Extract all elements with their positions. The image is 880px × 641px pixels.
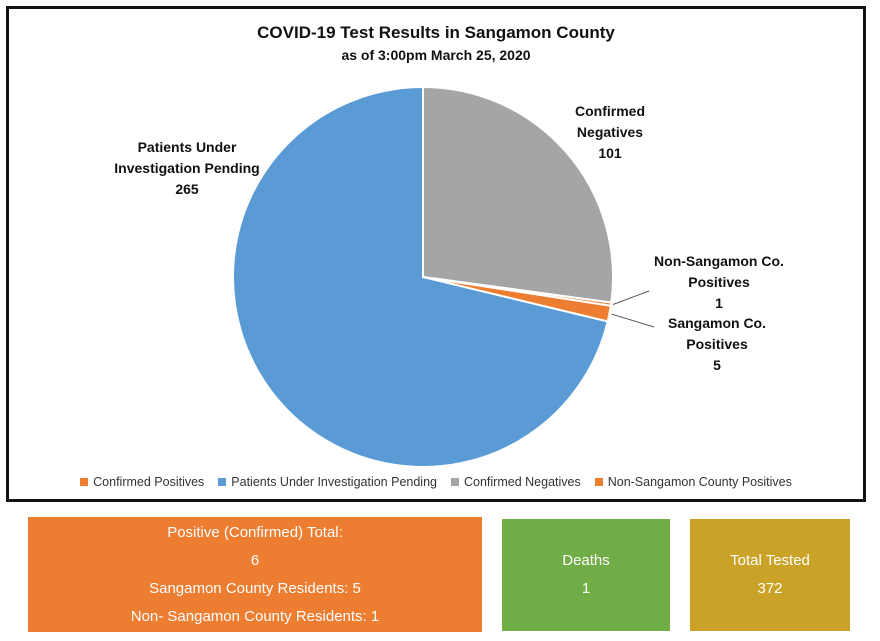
label-pending-value: 265 <box>175 181 199 197</box>
chart-subtitle: as of 3:00pm March 25, 2020 <box>341 47 531 63</box>
label-pending: Patients Under Investigation Pending 265 <box>87 137 287 200</box>
deaths-value: 1 <box>581 580 591 597</box>
leader-line-non-sangamon <box>612 290 650 305</box>
legend-swatch <box>594 478 603 486</box>
legend-item-negatives: Confirmed Negatives <box>451 475 581 489</box>
legend-label: Non-Sangamon County Positives <box>607 475 792 489</box>
legend-swatch <box>80 478 89 486</box>
legend-item-pending: Patients Under Investigation Pending <box>218 475 437 489</box>
label-non-sangamon-line1: Non-Sangamon Co. <box>654 253 784 269</box>
sangamon-residents-count: Sangamon County Residents: 5 <box>149 579 361 597</box>
legend-label: Confirmed Positives <box>93 475 205 489</box>
label-negatives-line2: Negatives <box>576 124 644 140</box>
total-tested-value: 372 <box>757 580 783 597</box>
label-sangamon-value: 5 <box>713 357 721 373</box>
label-sangamon-line2: Positives <box>686 336 748 352</box>
label-negatives-value: 101 <box>598 145 622 161</box>
slice-pending <box>232 85 609 468</box>
chart-legend: Confirmed Positives Patients Under Inves… <box>9 475 863 489</box>
total-tested-box: Total Tested 372 <box>690 519 850 631</box>
total-tested-label: Total Tested <box>730 552 810 569</box>
slice-non-sangamon <box>422 276 613 307</box>
non-sangamon-residents-count: Non- Sangamon County Residents: 1 <box>130 607 380 625</box>
legend-swatch <box>451 478 459 486</box>
label-sangamon-line1: Sangamon Co. <box>667 315 766 331</box>
deaths-label: Deaths <box>562 552 610 569</box>
chart-title: COVID-19 Test Results in Sangamon County <box>257 23 615 42</box>
legend-label: Confirmed Negatives <box>464 475 581 489</box>
legend-item-confirmed-positives: Confirmed Positives <box>80 475 204 489</box>
legend-label: Patients Under Investigation Pending <box>231 475 437 489</box>
leader-line-sangamon <box>611 313 655 328</box>
label-pending-line1: Patients Under <box>137 139 237 155</box>
label-sangamon: Sangamon Co. Positives 5 <box>652 313 782 376</box>
positive-total-box: Positive (Confirmed) Total: 6 Sangamon C… <box>28 517 482 632</box>
positive-total-value: 6 <box>250 551 260 569</box>
label-non-sangamon-value: 1 <box>715 295 723 311</box>
legend-swatch <box>218 478 227 486</box>
legend-item-non-sangamon: Non-Sangamon County Positives <box>594 475 792 489</box>
deaths-box: Deaths 1 <box>502 519 670 631</box>
chart-frame: COVID-19 Test Results in Sangamon County… <box>6 6 866 502</box>
label-non-sangamon-line2: Positives <box>688 274 750 290</box>
slice-negatives <box>422 85 614 304</box>
pie-chart <box>232 85 655 468</box>
label-negatives: Confirmed Negatives 101 <box>545 101 675 164</box>
label-non-sangamon: Non-Sangamon Co. Positives 1 <box>644 251 794 314</box>
label-negatives-line1: Confirmed <box>575 103 645 119</box>
label-pending-line2: Investigation Pending <box>114 160 260 176</box>
positive-total-label: Positive (Confirmed) Total: <box>167 523 343 541</box>
